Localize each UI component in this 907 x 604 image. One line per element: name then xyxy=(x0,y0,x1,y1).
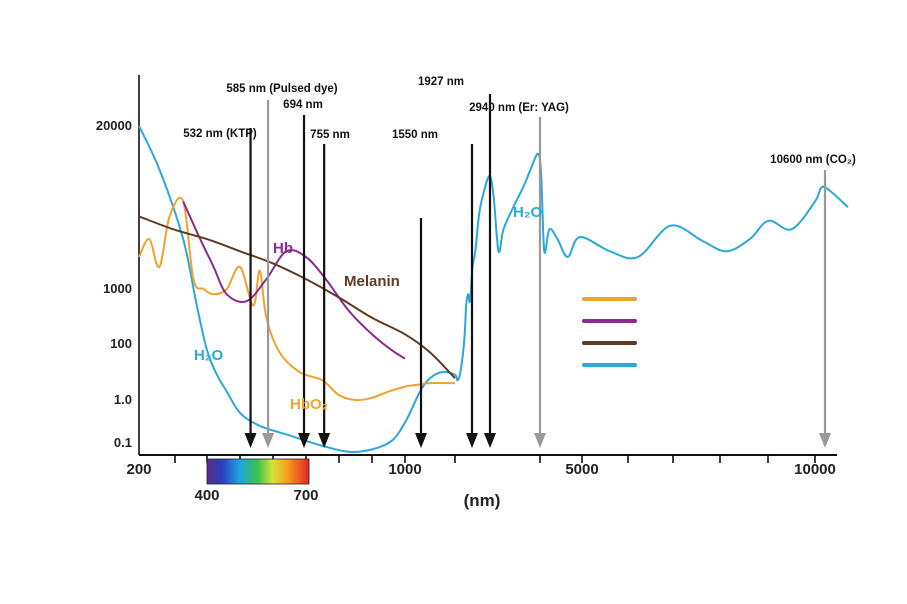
y-tick-label: 20000 xyxy=(96,118,132,133)
laser-arrowhead xyxy=(534,433,546,448)
laser-label: 1927 nm xyxy=(418,76,464,88)
laser-label: 532 nm (KTP) xyxy=(183,128,257,140)
x-axis-unit: (nm) xyxy=(464,491,501,510)
laser-arrowhead xyxy=(415,433,427,448)
label-hbo2: HbO₂ xyxy=(290,396,328,413)
laser-arrowhead xyxy=(262,433,275,448)
x-tick-label: 5000 xyxy=(565,461,598,478)
label-melanin: Melanin xyxy=(344,273,400,290)
x-tick-label: 200 xyxy=(126,461,151,478)
y-tick-label: 100 xyxy=(110,336,132,351)
x-tick-label: 1000 xyxy=(388,461,421,478)
laser-line xyxy=(415,218,427,448)
laser-label: 694 nm xyxy=(283,99,323,111)
legend-swatches xyxy=(582,297,637,367)
curve-hb xyxy=(182,200,406,360)
laser-label: 2940 nm (Er: YAG) xyxy=(469,102,569,114)
laser-arrowhead xyxy=(466,433,478,448)
absorption-curves xyxy=(138,125,849,454)
y-tick-label: 1.0 xyxy=(114,392,132,407)
label-hb: Hb xyxy=(273,240,293,257)
laser-arrowhead xyxy=(318,433,331,448)
laser-label: 10600 nm (CO₂) xyxy=(770,154,856,166)
laser-line: 532 nm (KTP) xyxy=(183,128,257,448)
label-h2o-right: H₂O xyxy=(513,204,542,221)
laser-label: 755 nm xyxy=(310,129,350,141)
spectrum-tick-400: 400 xyxy=(194,487,219,504)
y-tick-label: 1000 xyxy=(103,281,132,296)
laser-line: 10600 nm (CO₂) xyxy=(770,154,856,448)
label-h2o-left: H₂O xyxy=(194,347,223,364)
x-axis-ticks xyxy=(174,455,816,463)
visible-spectrum-bar xyxy=(206,458,310,485)
curve-hbo- xyxy=(138,196,456,402)
laser-wavelength-lines: 532 nm (KTP) 585 nm (Pulsed dye) 694 nm 755… xyxy=(183,76,856,448)
curve-h-o xyxy=(138,125,849,454)
curve-melanin xyxy=(138,215,456,379)
laser-line: 1550 nm xyxy=(392,129,478,448)
laser-line: 585 nm (Pulsed dye) xyxy=(226,83,338,448)
laser-arrowhead xyxy=(819,433,831,448)
laser-line: 755 nm xyxy=(310,129,350,448)
y-axis-labels: 20000 1000 100 1.0 0.1 xyxy=(96,118,132,450)
laser-arrowhead xyxy=(484,433,496,448)
laser-arrowhead xyxy=(244,433,257,448)
laser-line: 694 nm xyxy=(283,99,323,448)
y-tick-label: 0.1 xyxy=(114,435,132,450)
x-tick-label: 10000 xyxy=(794,461,836,478)
laser-line: 1927 nm xyxy=(418,76,496,448)
spectrum-tick-700: 700 xyxy=(293,487,318,504)
laser-arrowhead xyxy=(298,433,311,448)
laser-label: 1550 nm xyxy=(392,129,438,141)
x-axis-labels: 200 1000 5000 10000 xyxy=(126,461,835,478)
laser-line: 2940 nm (Er: YAG) xyxy=(469,102,569,448)
laser-label: 585 nm (Pulsed dye) xyxy=(226,83,337,95)
